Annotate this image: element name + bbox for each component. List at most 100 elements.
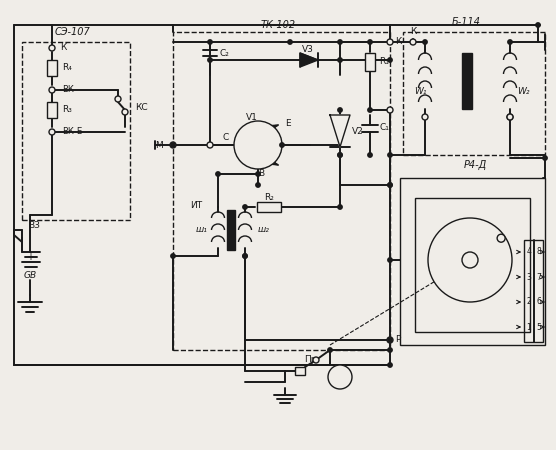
Text: 7: 7 [537, 273, 542, 282]
Text: E: E [285, 118, 291, 127]
Circle shape [410, 39, 416, 45]
Circle shape [216, 172, 220, 176]
Circle shape [49, 45, 55, 51]
Text: C₁: C₁ [379, 123, 389, 132]
Bar [257, 202, 281, 212]
Circle shape [115, 96, 121, 102]
Text: V3: V3 [302, 45, 314, 54]
Circle shape [234, 121, 282, 169]
Text: К: К [60, 44, 66, 53]
Circle shape [507, 114, 513, 120]
Circle shape [387, 39, 393, 45]
Text: ВЗ: ВЗ [28, 220, 40, 230]
Circle shape [207, 142, 213, 148]
Circle shape [422, 114, 428, 120]
Bar [524, 240, 543, 342]
Circle shape [49, 129, 55, 135]
Polygon shape [330, 115, 350, 147]
Bar [22, 42, 130, 220]
Circle shape [243, 205, 247, 209]
Circle shape [462, 252, 478, 268]
Bar [403, 32, 545, 155]
Bar [365, 53, 375, 71]
Text: ВК-Б: ВК-Б [62, 127, 83, 136]
Circle shape [243, 254, 247, 258]
Bar [462, 53, 472, 109]
Circle shape [338, 108, 342, 112]
Text: +: + [26, 252, 34, 262]
Text: V2: V2 [352, 127, 364, 136]
Circle shape [171, 143, 175, 147]
Circle shape [338, 153, 342, 157]
Bar [173, 32, 390, 350]
Text: GB: GB [23, 270, 37, 279]
Text: W₂: W₂ [517, 87, 529, 96]
Bar [415, 198, 530, 332]
Text: КС: КС [135, 104, 148, 112]
Circle shape [170, 142, 176, 148]
Bar [400, 178, 545, 345]
Circle shape [388, 338, 392, 342]
Text: R₄: R₄ [62, 63, 72, 72]
Circle shape [313, 357, 319, 363]
Circle shape [387, 337, 393, 343]
Text: W₁: W₁ [414, 87, 426, 96]
Text: Б-114: Б-114 [451, 17, 480, 27]
Text: V1: V1 [246, 113, 258, 122]
Circle shape [338, 153, 342, 157]
Circle shape [388, 363, 392, 367]
Circle shape [368, 153, 372, 157]
Circle shape [243, 254, 247, 258]
Text: ш₂: ш₂ [258, 225, 270, 234]
Circle shape [208, 58, 212, 62]
Circle shape [256, 172, 260, 176]
Circle shape [338, 58, 342, 62]
Circle shape [288, 40, 292, 44]
Text: 6: 6 [537, 297, 542, 306]
Circle shape [543, 156, 547, 160]
Text: ш₁: ш₁ [196, 225, 208, 234]
Text: R₃: R₃ [62, 105, 72, 114]
Circle shape [49, 87, 55, 93]
Circle shape [368, 40, 372, 44]
Circle shape [208, 143, 212, 147]
Circle shape [388, 348, 392, 352]
Text: R₁: R₁ [379, 58, 389, 67]
Circle shape [328, 365, 352, 389]
Circle shape [338, 40, 342, 44]
Circle shape [387, 107, 393, 113]
Bar [47, 102, 57, 118]
Circle shape [508, 40, 512, 44]
Circle shape [388, 183, 392, 187]
Circle shape [388, 258, 392, 262]
Circle shape [428, 218, 512, 302]
Circle shape [507, 114, 513, 120]
Circle shape [536, 23, 540, 27]
Text: СЭ-107: СЭ-107 [54, 27, 90, 37]
Circle shape [388, 58, 392, 62]
Bar [227, 210, 235, 250]
Text: 2: 2 [527, 297, 532, 306]
Text: 5: 5 [537, 323, 542, 332]
Text: 1: 1 [527, 323, 532, 332]
Text: Р: Р [395, 336, 400, 345]
Circle shape [338, 205, 342, 209]
Circle shape [388, 153, 392, 157]
Text: R₂: R₂ [264, 194, 274, 202]
Circle shape [497, 234, 505, 242]
Text: К: К [395, 37, 401, 46]
Text: ИТ: ИТ [190, 201, 202, 210]
Circle shape [122, 109, 128, 115]
Text: ВК: ВК [62, 86, 74, 94]
Circle shape [280, 143, 284, 147]
Circle shape [171, 254, 175, 258]
Circle shape [388, 183, 392, 187]
Text: Пр: Пр [304, 356, 316, 364]
Bar [47, 60, 57, 76]
Circle shape [423, 40, 427, 44]
Text: 8: 8 [537, 248, 542, 256]
Circle shape [368, 108, 372, 112]
Text: Р4-Д: Р4-Д [463, 160, 486, 170]
Text: 4: 4 [527, 248, 532, 256]
Circle shape [208, 40, 212, 44]
